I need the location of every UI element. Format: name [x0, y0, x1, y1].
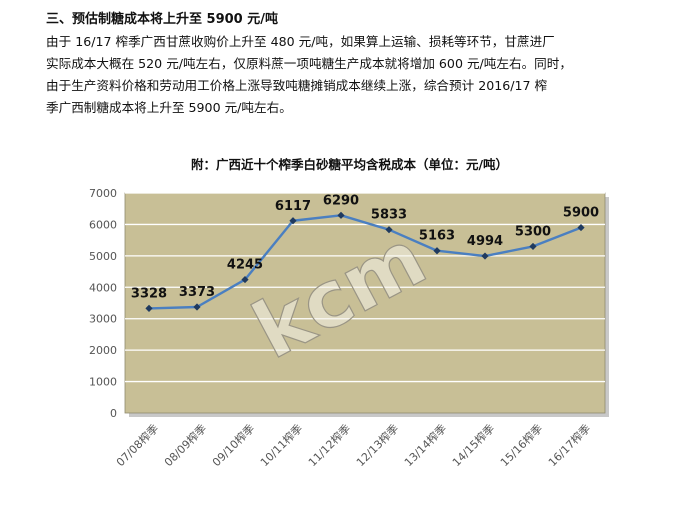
x-tick-label: 08/09榨季	[161, 421, 209, 469]
data-label: 6117	[275, 199, 311, 214]
x-tick-label: 16/17榨季	[545, 421, 593, 469]
y-tick-label: 3000	[89, 313, 117, 326]
y-tick-label: 2000	[89, 344, 117, 357]
data-label: 6290	[323, 193, 359, 208]
data-label: 4994	[467, 234, 503, 249]
data-label: 4245	[227, 258, 263, 273]
data-label: 5300	[515, 224, 551, 239]
paragraph-line: 由于 16/17 榨季广西甘蔗收购价上升至 480 元/吨，如果算上运输、损耗等…	[46, 34, 555, 49]
data-label: 3328	[131, 286, 167, 301]
x-tick-label: 09/10榨季	[209, 421, 257, 469]
data-point	[433, 247, 441, 255]
x-tick-label: 11/12榨季	[305, 421, 353, 469]
data-point	[385, 226, 393, 234]
y-tick-label: 4000	[89, 281, 117, 294]
data-point	[193, 303, 201, 311]
x-tick-label: 12/13榨季	[353, 421, 401, 469]
data-point	[529, 242, 537, 251]
chart-title: 附：广西近十个榨季白砂糖平均含税成本（单位：元/吨）	[190, 157, 509, 172]
data-label: 5833	[371, 208, 407, 223]
article-paragraph: 由于 16/17 榨季广西甘蔗收购价上升至 480 元/吨，如果算上运输、损耗等…	[46, 31, 670, 119]
y-tick-label: 1000	[89, 376, 117, 389]
x-tick-label: 07/08榨季	[113, 421, 161, 469]
data-point	[145, 304, 153, 313]
data-point	[241, 275, 249, 284]
x-tick-label: 13/14榨季	[401, 421, 449, 469]
y-tick-label: 0	[110, 407, 117, 420]
y-tick-label: 5000	[89, 250, 117, 263]
data-label: 5163	[419, 229, 455, 244]
data-label: 5900	[563, 206, 599, 221]
x-tick-label: 15/16榨季	[497, 421, 545, 469]
data-label: 3373	[179, 285, 215, 300]
x-tick-label: 14/15榨季	[449, 421, 497, 469]
data-point	[337, 211, 345, 219]
data-point	[481, 252, 489, 260]
section-heading: 三、预估制糖成本将上升至 5900 元/吨	[46, 12, 278, 27]
data-point	[289, 217, 297, 225]
x-tick-label: 10/11榨季	[257, 421, 305, 469]
paragraph-line: 由于生产资料价格和劳动用工价格上涨导致吨糖摊销成本继续上涨，综合预计 2016/…	[46, 78, 548, 93]
data-point	[577, 223, 585, 232]
paragraph-line: 实际成本大概在 520 元/吨左右，仅原料蔗一项吨糖生产成本就将增加 600 元…	[46, 56, 572, 71]
y-tick-label: 6000	[89, 218, 117, 231]
paragraph-line: 季广西制糖成本将上升至 5900 元/吨左右。	[46, 100, 292, 115]
series-line	[148, 214, 582, 310]
y-tick-label: 7000	[89, 187, 117, 200]
